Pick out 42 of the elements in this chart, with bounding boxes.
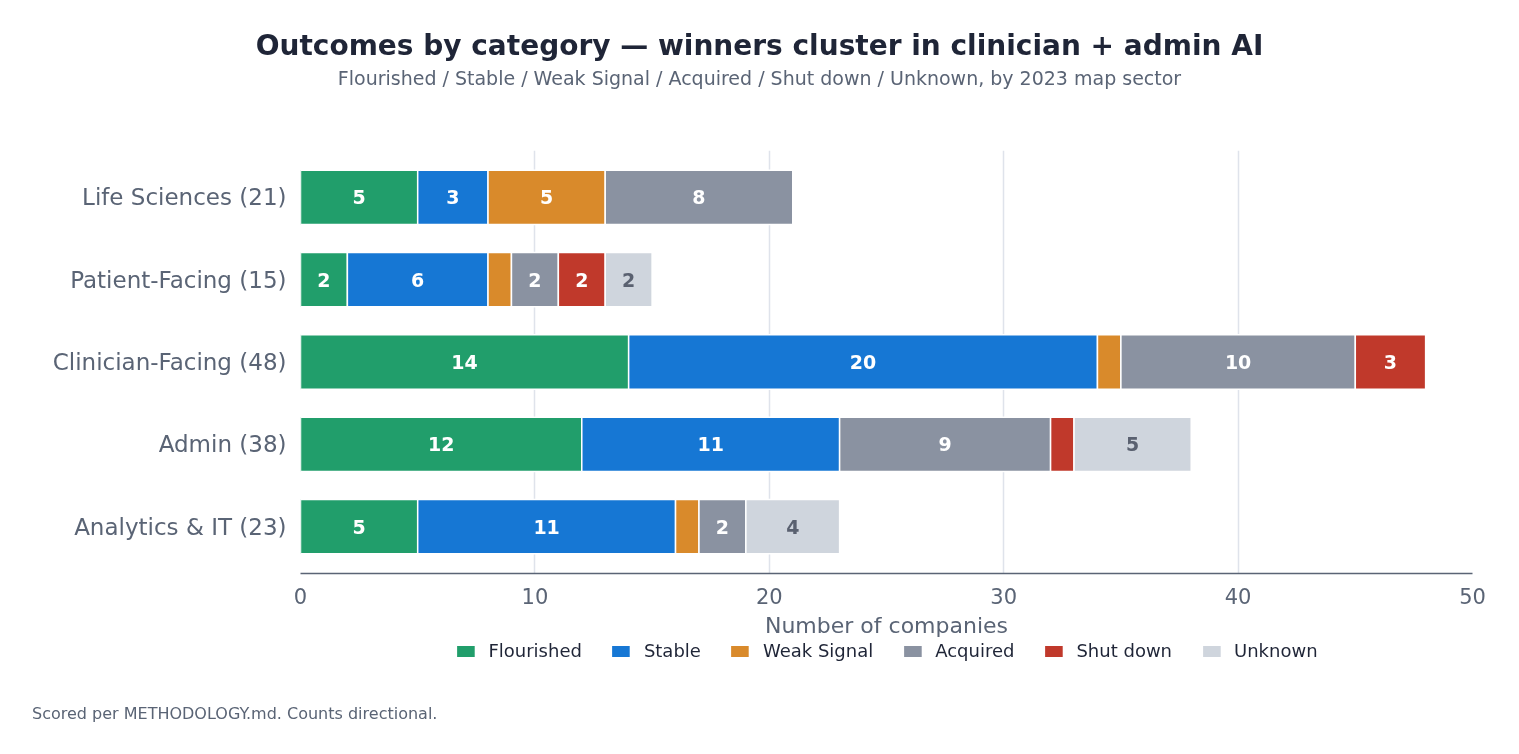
legend-label: Unknown: [1234, 640, 1318, 661]
x-tick-label: 20: [755, 584, 783, 609]
data-label: 12: [427, 433, 455, 456]
data-label: 11: [697, 433, 724, 456]
data-label: 5: [540, 186, 554, 209]
chart-subtitle: Flourished / Stable / Weak Signal / Acquired / Shut down / Unknown, by 2023 map sector: [337, 66, 1182, 91]
legend-label: Stable: [643, 640, 701, 661]
data-label: 5: [352, 186, 366, 209]
y-tick-label: Clinician-Facing (48): [52, 349, 287, 375]
legend-label: Flourished: [488, 640, 582, 661]
chart-title: Outcomes by category — winners cluster in clinician + admin AI: [255, 28, 1264, 64]
y-tick-label: Admin (38): [158, 431, 287, 458]
y-tick-label: Patient-Facing (15): [70, 266, 287, 293]
x-tick-label: 0: [293, 584, 308, 609]
y-tick-label: Analytics & IT (23): [74, 513, 287, 540]
data-label: 3: [446, 186, 460, 209]
legend-label: Acquired: [935, 640, 1015, 661]
data-label: 5: [1126, 433, 1140, 456]
data-label: 3: [1383, 351, 1398, 373]
text: Scored per METHODOLOGY.md. Counts directional.: [32, 703, 438, 725]
data-label: 2: [528, 268, 542, 291]
data-label: 20: [849, 351, 877, 373]
data-label: 2: [575, 268, 589, 291]
data-label: 11: [533, 515, 560, 538]
x-tick-label: 50: [1459, 584, 1486, 609]
x-axis-title: Number of companies: [764, 612, 1009, 638]
data-label: 2: [317, 268, 331, 291]
data-label: 2: [622, 268, 636, 291]
x-tick-label: 30: [990, 584, 1018, 609]
data-label: 5: [352, 515, 366, 538]
data-label: 8: [692, 186, 706, 209]
legend-label: Weak Signal: [762, 640, 874, 661]
data-label: 9: [938, 433, 952, 456]
x-tick-label: 40: [1224, 584, 1252, 609]
data-label: 4: [786, 515, 800, 538]
data-label: 6: [411, 268, 425, 291]
data-label: 2: [715, 515, 730, 538]
y-tick-label: Life Sciences (21): [82, 184, 287, 211]
data-label: 10: [1224, 351, 1252, 373]
x-tick-label: 10: [521, 584, 549, 609]
data-label: 14: [451, 351, 478, 373]
legend-label: Shut down: [1076, 640, 1173, 661]
